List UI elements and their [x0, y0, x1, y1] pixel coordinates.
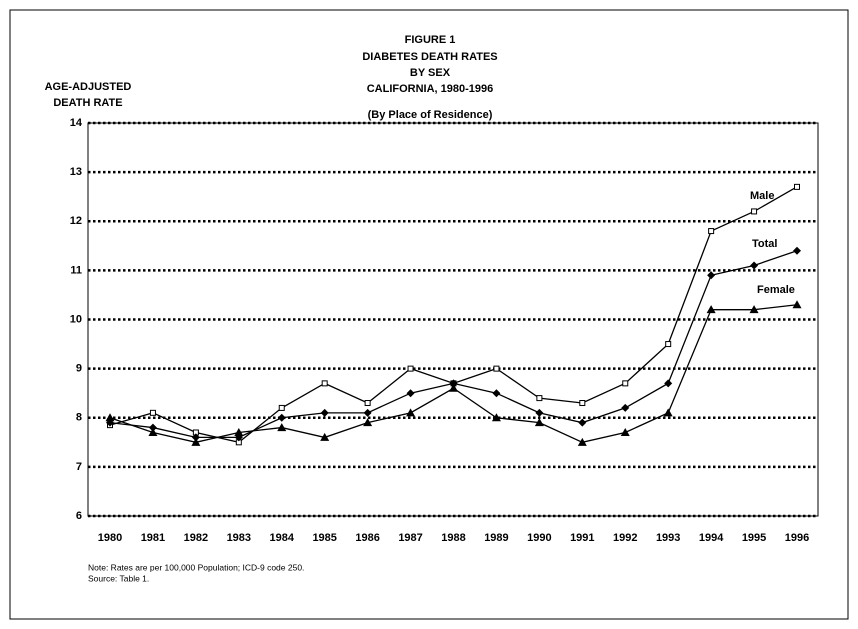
x-tick-label: 1980: [98, 532, 122, 544]
x-tick-label: 1982: [184, 532, 208, 544]
x-tick-label: 1993: [656, 532, 680, 544]
y-tick-label: 7: [76, 461, 82, 473]
marker: [406, 389, 415, 398]
marker: [407, 365, 414, 372]
marker: [535, 408, 544, 417]
y-tick-label: 6: [76, 510, 82, 522]
marker: [320, 408, 329, 417]
note: Note: Rates are per 100,000 Population; …: [88, 562, 304, 572]
x-tick-label: 1989: [484, 532, 508, 544]
marker: [148, 423, 157, 432]
chart-title: FIGURE 1: [405, 34, 456, 46]
chart-title: BY SEX: [410, 67, 451, 79]
marker: [449, 379, 458, 388]
y-axis-label: DEATH RATE: [53, 97, 122, 109]
marker: [622, 380, 629, 387]
marker: [579, 400, 586, 407]
marker: [449, 383, 458, 392]
marker: [363, 408, 372, 417]
note: Source: Table 1.: [88, 573, 149, 583]
x-tick-label: 1990: [527, 532, 551, 544]
chart-title: CALIFORNIA, 1980-1996: [367, 83, 494, 95]
marker: [364, 400, 371, 407]
y-tick-label: 12: [70, 215, 82, 227]
marker: [493, 365, 500, 372]
marker: [794, 183, 800, 190]
y-tick-label: 14: [70, 117, 83, 129]
marker: [663, 408, 673, 417]
marker: [191, 433, 200, 442]
marker: [234, 427, 244, 436]
x-tick-label: 1985: [312, 532, 336, 544]
marker: [792, 300, 802, 309]
marker: [707, 271, 716, 280]
marker: [620, 427, 630, 436]
x-tick-label: 1984: [270, 532, 295, 544]
x-tick-label: 1991: [570, 532, 594, 544]
x-tick-label: 1996: [785, 532, 809, 544]
x-tick-label: 1987: [398, 532, 422, 544]
x-tick-label: 1992: [613, 532, 637, 544]
y-axis-label: AGE-ADJUSTED: [45, 81, 132, 93]
x-tick-label: 1981: [141, 532, 165, 544]
marker: [793, 246, 801, 255]
marker: [751, 208, 758, 215]
marker: [149, 409, 156, 416]
marker: [750, 261, 759, 270]
marker: [536, 395, 543, 402]
legend-label: Female: [757, 284, 795, 296]
marker: [578, 418, 587, 427]
frame: [9, 9, 849, 620]
marker: [749, 305, 759, 314]
marker: [105, 413, 115, 422]
chart-title: DIABETES DEATH RATES: [362, 51, 497, 63]
x-tick-label: 1983: [227, 532, 251, 544]
marker: [534, 418, 544, 427]
marker: [191, 437, 201, 446]
marker: [706, 305, 716, 314]
marker: [277, 413, 286, 422]
marker: [621, 403, 630, 412]
marker: [320, 432, 330, 441]
chart-title: (By Place of Residence): [368, 109, 493, 121]
legend-label: Total: [752, 238, 777, 250]
marker: [492, 389, 501, 398]
x-tick-label: 1994: [699, 532, 724, 544]
y-tick-label: 8: [76, 412, 82, 424]
y-tick-label: 10: [70, 313, 82, 325]
x-tick-label: 1995: [742, 532, 766, 544]
marker: [148, 427, 158, 436]
marker: [321, 380, 328, 387]
marker: [277, 423, 287, 432]
marker: [278, 404, 285, 411]
x-tick-label: 1988: [441, 532, 465, 544]
x-tick-label: 1986: [355, 532, 379, 544]
marker: [708, 228, 715, 235]
y-tick-label: 9: [76, 363, 82, 375]
marker: [577, 437, 587, 446]
marker: [665, 341, 672, 348]
marker: [406, 408, 416, 417]
y-tick-label: 11: [70, 264, 82, 276]
marker: [363, 418, 373, 427]
marker: [664, 379, 673, 388]
y-tick-label: 13: [70, 166, 82, 178]
marker: [491, 413, 501, 422]
legend-label: Male: [750, 190, 774, 202]
